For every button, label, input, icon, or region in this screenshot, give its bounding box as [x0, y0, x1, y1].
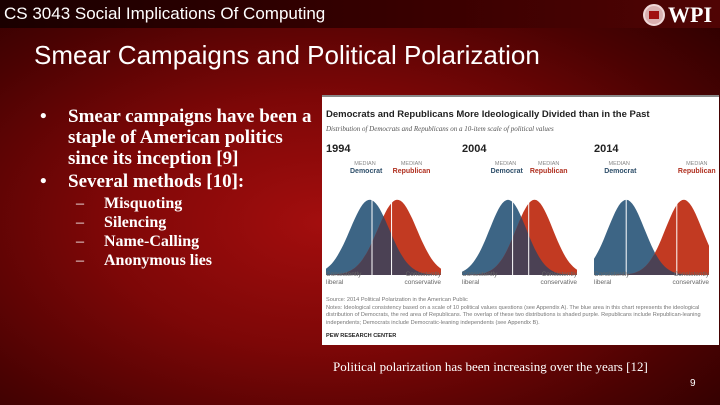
panel-2014: 2014 MEDIAN Democrat MEDIAN Republican Con… [594, 143, 717, 293]
sub-bullet: Misquoting [40, 194, 320, 213]
republican-text: Republican [392, 168, 431, 175]
bullet: Several methods [10]: [40, 171, 320, 192]
figure-subtitle: Distribution of Democrats and Republican… [326, 125, 554, 133]
wpi-logo: WPI [643, 2, 712, 28]
panel-year: 1994 [326, 143, 351, 155]
axis-text: liberal [594, 279, 612, 286]
figure-caption: Political polarization has been increasi… [333, 359, 648, 374]
axis-left-label: Consistently liberal [326, 271, 361, 287]
bullet: Smear campaigns have been a staple of Am… [40, 106, 320, 169]
democrat-text: Democrat [490, 168, 523, 175]
axis-right-label: Consistently conservative [529, 271, 578, 287]
panel-year: 2014 [594, 143, 619, 155]
figure-title: Democrats and Republicans More Ideologic… [326, 109, 650, 120]
axis-text: Consistently [541, 271, 577, 278]
axis-text: liberal [326, 279, 344, 286]
axis-text: liberal [462, 279, 480, 286]
axis-right-label: Consistently conservative [393, 271, 442, 287]
header-bar: CS 3043 Social Implications Of Computing… [0, 0, 720, 28]
democrat-distribution [594, 199, 709, 275]
axis-text: conservative [672, 279, 710, 286]
polarization-figure: Democrats and Republicans More Ideologic… [322, 95, 719, 345]
overlap-distribution [462, 217, 577, 275]
median-democrat-label: MEDIAN Democrat [490, 160, 523, 176]
slide-title: Smear Campaigns and Political Polarizati… [34, 40, 540, 70]
median-text: MEDIAN [354, 161, 376, 167]
axis-text: Consistently [462, 271, 498, 278]
axis-text: conservative [540, 279, 578, 286]
distribution-plot [462, 187, 577, 275]
sub-bullet: Name-Calling [40, 232, 320, 251]
axis-left-label: Consistently liberal [462, 271, 497, 287]
figure-notes-text: Notes: Ideological consistency based on … [326, 304, 701, 326]
median-democrat-label: MEDIAN Democrat [604, 160, 637, 176]
median-democrat-label: MEDIAN Democrat [350, 160, 383, 176]
figure-source: Source: 2014 Political Polarization in t… [326, 297, 468, 303]
axis-text: Consistently [326, 271, 362, 278]
axis-right-label: Consistently conservative [661, 271, 710, 287]
democrat-text: Democrat [604, 168, 637, 175]
democrat-text: Democrat [350, 168, 383, 175]
republican-text: Republican [677, 168, 716, 175]
overlap-distribution [594, 253, 709, 275]
overlap-distribution [326, 216, 441, 275]
median-text: MEDIAN [400, 161, 423, 167]
axis-text: conservative [404, 279, 442, 286]
panel-2004: 2004 MEDIAN Democrat MEDIAN Republican Con… [462, 143, 582, 293]
median-text: MEDIAN [494, 161, 517, 167]
wpi-logo-text: WPI [668, 2, 712, 27]
median-text: MEDIAN [537, 161, 560, 167]
median-text: MEDIAN [686, 161, 708, 167]
panel-1994: 1994 MEDIAN Democrat MEDIAN Republican Con… [326, 143, 446, 293]
axis-text: Consistently [405, 271, 441, 278]
panel-year: 2004 [462, 143, 487, 155]
wpi-seal-icon [643, 4, 665, 26]
distribution-plot [594, 187, 709, 275]
distribution-plot [326, 187, 441, 275]
axis-text: Consistently [673, 271, 709, 278]
bullet-list: Smear campaigns have been a staple of Am… [40, 106, 320, 270]
median-republican-label: MEDIAN Republican [392, 160, 432, 176]
figure-credit: PEW RESEARCH CENTER [326, 333, 397, 339]
course-title: CS 3043 Social Implications Of Computing [4, 4, 326, 23]
median-republican-label: MEDIAN Republican [529, 160, 569, 176]
sub-bullet: Silencing [40, 213, 320, 232]
axis-text: Consistently [594, 271, 630, 278]
figure-notes: Source: 2014 Political Polarization in t… [326, 297, 716, 327]
median-republican-label: MEDIAN Republican [677, 160, 717, 176]
sub-bullet: Anonymous lies [40, 251, 320, 270]
axis-left-label: Consistently liberal [594, 271, 629, 287]
republican-text: Republican [529, 168, 568, 175]
page-number: 9 [690, 378, 696, 389]
median-text: MEDIAN [608, 161, 630, 167]
republican-distribution [594, 199, 709, 275]
